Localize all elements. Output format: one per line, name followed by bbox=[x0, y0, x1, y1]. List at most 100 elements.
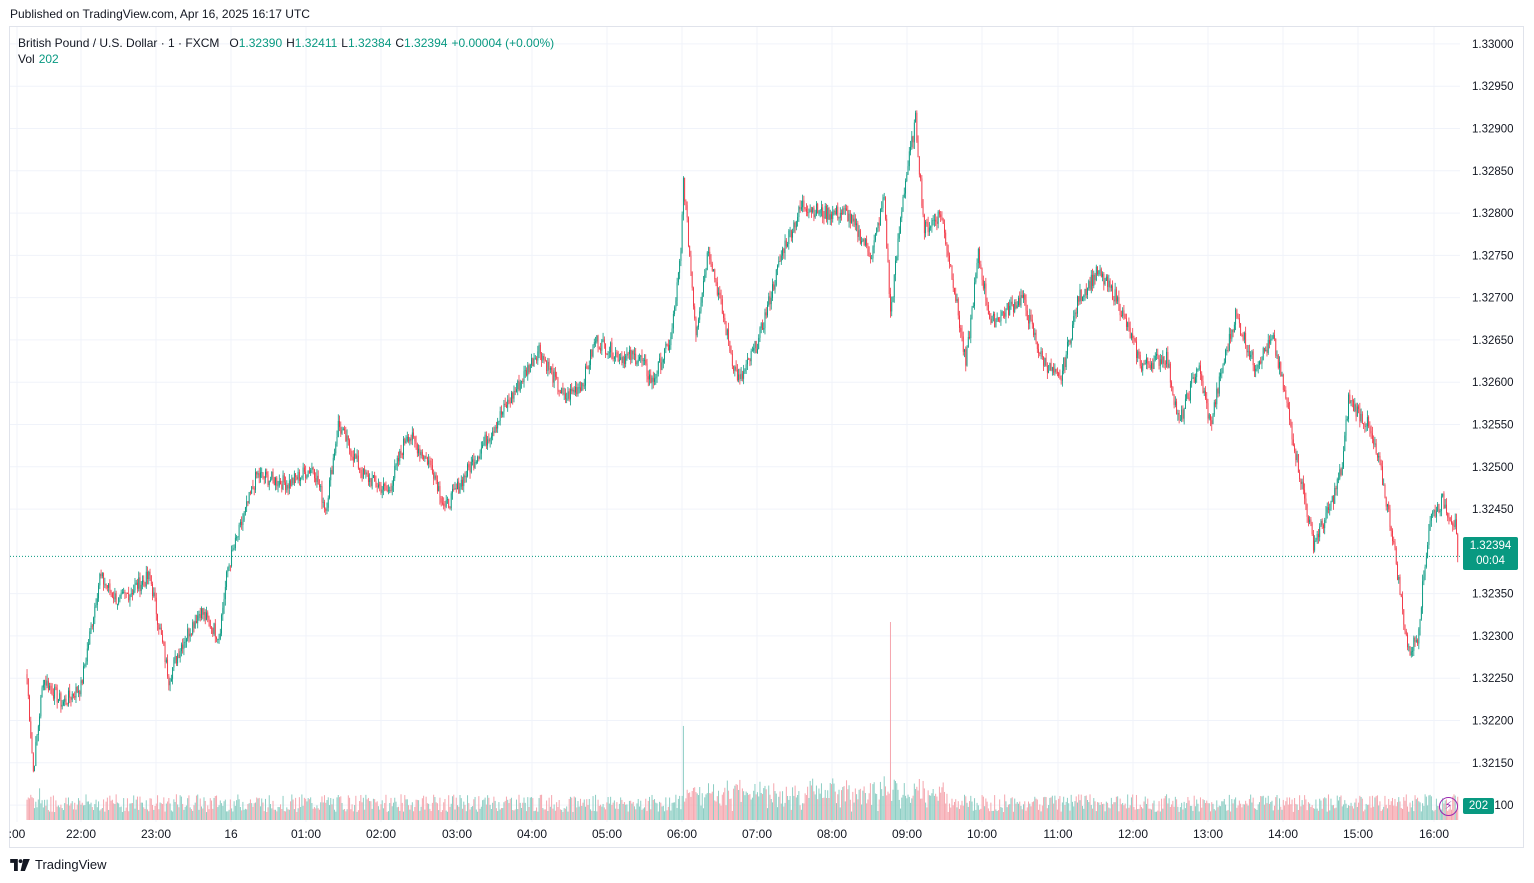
candle-body bbox=[996, 317, 998, 321]
volume-bar bbox=[346, 809, 348, 820]
volume-bar bbox=[192, 810, 194, 820]
volume-bar bbox=[1384, 795, 1386, 820]
candle-body bbox=[1251, 351, 1253, 355]
volume-bar bbox=[852, 791, 854, 820]
candle-body bbox=[529, 364, 531, 373]
volume-bar bbox=[994, 795, 996, 820]
candle-body bbox=[288, 480, 290, 489]
candle-body bbox=[416, 444, 418, 454]
volume-bar bbox=[133, 795, 135, 820]
candle-body bbox=[891, 302, 893, 312]
candle-body bbox=[1051, 367, 1053, 371]
volume-bar bbox=[1115, 796, 1117, 820]
candle-body bbox=[479, 453, 481, 459]
candle-body bbox=[586, 366, 588, 368]
candle-body bbox=[164, 645, 166, 663]
candle-body bbox=[69, 690, 71, 698]
candle-body bbox=[1340, 469, 1342, 475]
candle-body bbox=[795, 221, 797, 228]
volume-bar bbox=[1332, 805, 1334, 820]
candle-body bbox=[1188, 397, 1190, 401]
candle-body bbox=[1312, 534, 1314, 551]
candle-body bbox=[74, 696, 76, 698]
candle-body bbox=[681, 214, 683, 252]
candle-body bbox=[577, 387, 579, 395]
volume-bar bbox=[820, 783, 822, 820]
volume-bar bbox=[997, 810, 999, 820]
candle-body bbox=[1323, 524, 1324, 529]
candle-body bbox=[483, 443, 485, 446]
candle-body bbox=[1247, 350, 1249, 353]
candle-body bbox=[1297, 454, 1299, 473]
volume-bar bbox=[800, 809, 802, 820]
volume-bar bbox=[778, 796, 780, 820]
candle-body bbox=[103, 573, 105, 585]
volume-bar bbox=[1248, 799, 1250, 820]
candle-body bbox=[237, 536, 239, 538]
volume-bar bbox=[548, 797, 550, 820]
volume-bar bbox=[1263, 804, 1265, 820]
lightning-icon[interactable]: ⚡ bbox=[1439, 797, 1458, 816]
candle-body bbox=[815, 204, 817, 215]
candle-body bbox=[409, 438, 411, 442]
volume-bar bbox=[1380, 811, 1382, 820]
volume-bar bbox=[65, 797, 67, 820]
candle-body bbox=[336, 437, 338, 444]
volume-bar bbox=[1122, 802, 1124, 820]
volume-bar bbox=[1340, 795, 1342, 820]
candle-body bbox=[39, 716, 41, 727]
candle-body bbox=[1453, 525, 1455, 527]
volume-bar bbox=[1033, 801, 1035, 820]
volume-bar bbox=[254, 802, 256, 820]
candle-body bbox=[775, 269, 777, 286]
volume-bar bbox=[99, 810, 101, 820]
candle-body bbox=[1020, 295, 1022, 306]
x-tick-label: 13:00 bbox=[1193, 827, 1223, 841]
candle-body bbox=[874, 233, 876, 241]
volume-bar bbox=[120, 806, 122, 820]
volume-bar bbox=[85, 794, 87, 820]
candle-body bbox=[849, 213, 851, 223]
candle-body bbox=[662, 359, 664, 363]
candle-body bbox=[1383, 484, 1385, 486]
candle-body bbox=[276, 477, 278, 486]
candle-body bbox=[1356, 406, 1358, 417]
candle-body bbox=[597, 335, 599, 348]
candle-body bbox=[1186, 393, 1188, 399]
candle-body bbox=[1276, 355, 1278, 357]
candle-body bbox=[959, 315, 960, 328]
candle-body bbox=[848, 213, 850, 222]
candle-body bbox=[844, 208, 846, 210]
volume-bar bbox=[1395, 806, 1397, 820]
candle-body bbox=[923, 214, 925, 234]
volume-bar bbox=[936, 796, 938, 820]
volume-bar bbox=[323, 795, 325, 820]
volume-bar bbox=[62, 810, 64, 820]
x-tick-label: 01:00 bbox=[291, 827, 321, 841]
volume-bar bbox=[1104, 811, 1106, 820]
volume-bar bbox=[86, 801, 88, 820]
volume-bar bbox=[1128, 807, 1130, 820]
volume-bar bbox=[66, 804, 68, 820]
volume-bar bbox=[1058, 798, 1060, 820]
candle-body bbox=[905, 181, 906, 194]
volume-bar bbox=[588, 798, 590, 820]
candle-body bbox=[1103, 273, 1105, 285]
candle-body bbox=[1068, 340, 1070, 342]
volume-bar bbox=[399, 810, 401, 820]
volume-bar bbox=[1015, 803, 1017, 820]
candle-body bbox=[1292, 439, 1294, 446]
candle-body bbox=[393, 478, 394, 486]
volume-bar bbox=[1189, 805, 1191, 820]
candle-body bbox=[952, 279, 954, 288]
volume-bar bbox=[906, 798, 908, 820]
volume-bar bbox=[1245, 800, 1247, 820]
candle-body bbox=[868, 252, 870, 257]
volume-bar bbox=[158, 809, 160, 820]
volume-bar bbox=[375, 802, 377, 820]
candle-body bbox=[211, 627, 212, 629]
volume-bar bbox=[1089, 794, 1091, 820]
candle-body bbox=[415, 441, 417, 445]
volume-bar bbox=[478, 796, 480, 820]
